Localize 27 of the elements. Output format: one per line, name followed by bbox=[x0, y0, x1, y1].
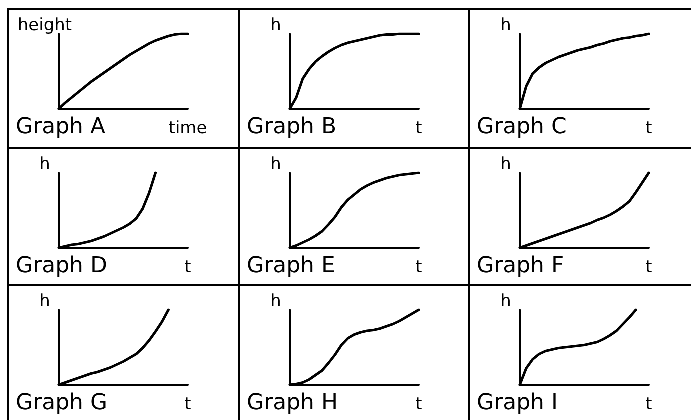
x-axis-title: t bbox=[416, 118, 423, 138]
y-axis-title: h bbox=[500, 292, 512, 312]
y-axis-title: h bbox=[270, 154, 282, 174]
x-axis-title: t bbox=[416, 258, 423, 278]
y-axis-title: h bbox=[40, 154, 50, 174]
text: Graph A bbox=[16, 114, 106, 140]
y-axis-title: height bbox=[18, 16, 72, 36]
x-axis-title: t bbox=[646, 118, 653, 138]
x-axis-title: time bbox=[168, 118, 208, 138]
text: Graph G bbox=[16, 390, 108, 416]
x-axis-title: t bbox=[184, 394, 192, 414]
y-axis-title: h bbox=[500, 16, 512, 36]
text: Graph D bbox=[16, 254, 108, 278]
x-axis-title: t bbox=[646, 258, 653, 278]
y-axis-title: h bbox=[500, 154, 512, 174]
y-axis-title: h bbox=[270, 292, 282, 312]
text: Graph E bbox=[247, 254, 336, 278]
x-axis-title: t bbox=[184, 258, 192, 278]
text: Graph H bbox=[247, 390, 338, 416]
x-axis-title: t bbox=[416, 394, 423, 414]
text: Graph C bbox=[477, 114, 567, 140]
text: Graph F bbox=[477, 254, 564, 278]
y-axis-title: h bbox=[270, 16, 282, 36]
text: Graph B bbox=[247, 114, 337, 140]
y-axis-title: h bbox=[40, 292, 50, 312]
text: Graph I bbox=[477, 390, 558, 416]
x-axis-title: t bbox=[646, 394, 653, 414]
